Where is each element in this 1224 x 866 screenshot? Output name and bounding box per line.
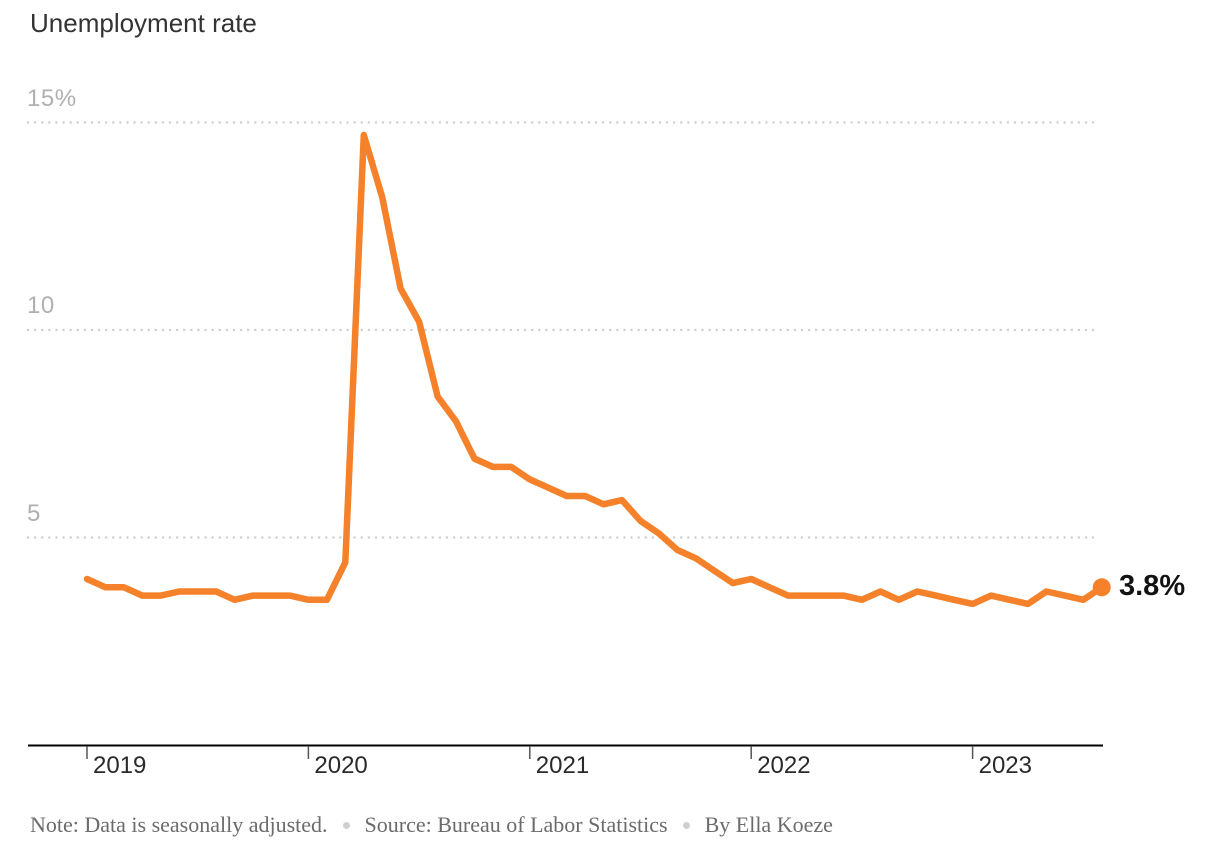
chart-title: Unemployment rate bbox=[30, 8, 257, 38]
unemployment-rate-line bbox=[83, 131, 1106, 608]
x-axis-label: 2023 bbox=[978, 752, 1032, 779]
y-axis-label: 5 bbox=[27, 499, 41, 527]
footer-byline: By Ella Koeze bbox=[704, 812, 833, 837]
footer-source: Source: Bureau of Labor Statistics bbox=[364, 812, 668, 837]
chart-footer: Note: Data is seasonally adjusted. Sourc… bbox=[30, 812, 1150, 838]
x-axis-label: 2019 bbox=[93, 752, 147, 779]
x-axis-label: 2020 bbox=[314, 752, 368, 779]
bullet-separator-icon bbox=[342, 821, 350, 829]
x-axis-label: 2021 bbox=[535, 752, 590, 779]
y-axis-label: 10 bbox=[27, 292, 55, 319]
bullet-separator-icon bbox=[682, 821, 690, 829]
footer-note: Note: Data is seasonally adjusted. bbox=[30, 812, 328, 837]
latest-value-label: 3.8% bbox=[1119, 570, 1186, 602]
x-axis-label: 2022 bbox=[757, 752, 811, 779]
latest-value-dot bbox=[1092, 578, 1111, 597]
y-axis-label: 15% bbox=[27, 84, 77, 112]
